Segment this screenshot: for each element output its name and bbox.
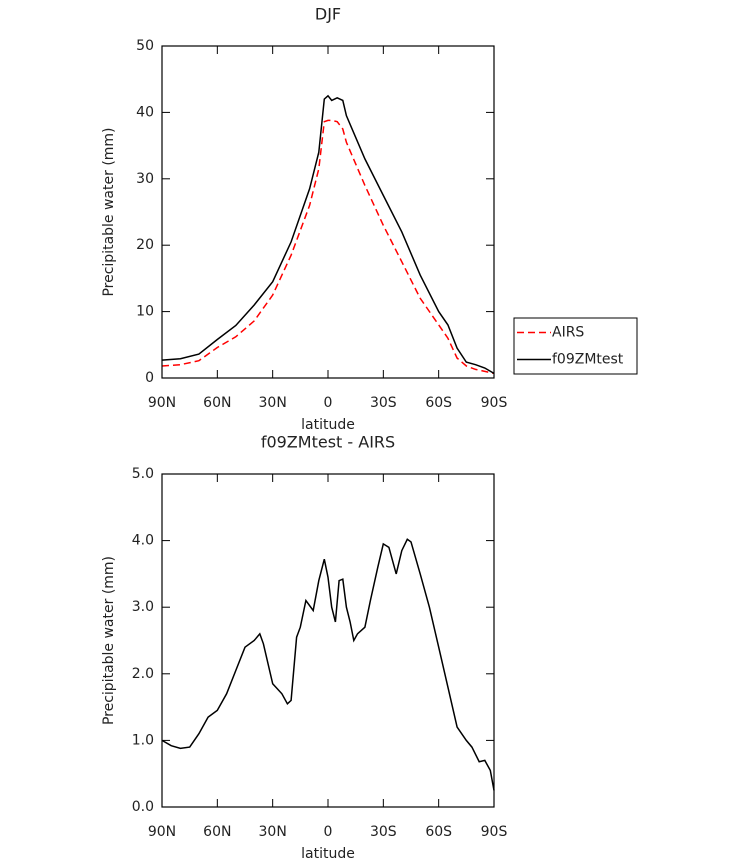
plot-frame: [161, 45, 495, 379]
legend-label: AIRS: [552, 325, 584, 341]
x-axis-label: latitude: [301, 417, 355, 433]
chart-title: DJF: [315, 5, 341, 24]
x-tick-label: 60N: [203, 824, 231, 840]
x-tick-label: 90N: [148, 395, 176, 411]
legend-label: f09ZMtest: [552, 352, 624, 368]
x-tick-label: 60S: [425, 395, 452, 411]
x-tick-label: 30N: [259, 824, 287, 840]
chart-title: f09ZMtest - AIRS: [261, 433, 395, 452]
y-tick-label: 5.0: [132, 466, 154, 482]
x-tick-label: 0: [324, 395, 333, 411]
y-tick-label: 10: [136, 304, 154, 320]
x-tick-label: 90N: [148, 824, 176, 840]
y-tick-label: 30: [136, 171, 154, 187]
x-tick-label: 90S: [481, 824, 508, 840]
x-tick-label: 90S: [481, 395, 508, 411]
data-line: [161, 119, 495, 375]
y-tick-label: 1.0: [132, 732, 154, 748]
y-tick-label: 2.0: [132, 666, 154, 682]
x-tick-label: 30S: [370, 395, 397, 411]
x-tick-label: 30S: [370, 824, 397, 840]
x-tick-label: 30N: [259, 395, 287, 411]
data-line: [161, 94, 495, 375]
y-axis-label: Precipitable water (mm): [101, 556, 117, 725]
y-axis-label: Precipitable water (mm): [101, 127, 117, 296]
y-tick-label: 40: [136, 104, 154, 120]
y-tick-label: 4.0: [132, 533, 154, 549]
data-line: [161, 538, 495, 791]
x-tick-label: 60N: [203, 395, 231, 411]
y-tick-label: 0: [145, 370, 154, 386]
legend-box: [513, 317, 638, 375]
y-tick-label: 3.0: [132, 599, 154, 615]
x-axis-label: latitude: [301, 846, 355, 862]
x-tick-label: 0: [324, 824, 333, 840]
x-tick-label: 60S: [425, 824, 452, 840]
y-tick-label: 0.0: [132, 799, 154, 815]
y-tick-label: 20: [136, 237, 154, 253]
plot-frame: [161, 473, 495, 808]
y-tick-label: 50: [136, 38, 154, 54]
